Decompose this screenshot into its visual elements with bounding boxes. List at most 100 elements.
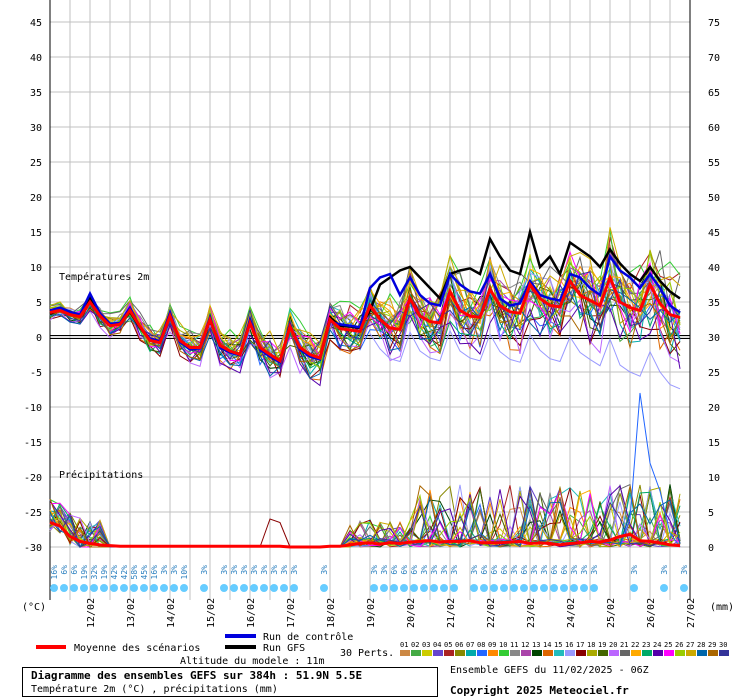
legend-control-label: Run de contrôle xyxy=(263,631,353,643)
x-date-label: 23/02 xyxy=(526,598,537,628)
x-date-label: 14/02 xyxy=(166,598,177,628)
snow-chance-label: 42% xyxy=(110,565,119,580)
pert-number-label: 07 xyxy=(466,641,474,649)
left-tick-label: 5 xyxy=(36,298,42,309)
snowflake-icon xyxy=(400,584,408,592)
snow-chance-label: 6% xyxy=(410,565,419,575)
snow-chance-label: 3% xyxy=(510,565,519,575)
snow-chance-label: 16% xyxy=(50,565,59,580)
snowflake-icon xyxy=(450,584,458,592)
left-tick-label: 35 xyxy=(30,88,42,99)
pert-number-label: 13 xyxy=(532,641,540,649)
legend-perts-label: 30 Perts. xyxy=(340,648,394,659)
snowflake-icon xyxy=(390,584,398,592)
snow-chance-label: 3% xyxy=(160,565,169,575)
x-date-label: 13/02 xyxy=(126,598,137,628)
pert-color-chip xyxy=(422,650,432,656)
pert-number-label: 22 xyxy=(631,641,639,649)
precipitation-member-line xyxy=(619,392,681,548)
left-tick-label: -10 xyxy=(24,403,42,414)
x-date-label: 20/02 xyxy=(406,598,417,628)
pert-number-label: 02 xyxy=(411,641,419,649)
left-tick-label: 25 xyxy=(30,158,42,169)
snowflake-icon xyxy=(250,584,258,592)
snowflake-icon xyxy=(140,584,148,592)
pert-color-chip xyxy=(532,650,542,656)
pert-color-chip xyxy=(488,650,498,656)
snowflake-icon xyxy=(290,584,298,592)
x-date-label: 22/02 xyxy=(486,598,497,628)
pert-color-chip xyxy=(444,650,454,656)
left-tick-label: 30 xyxy=(30,123,42,134)
snowflake-icon xyxy=(90,584,98,592)
temperature-member-line xyxy=(49,280,681,369)
right-tick-label: 60 xyxy=(708,123,720,134)
snow-chance-label: 3% xyxy=(540,565,549,575)
snow-chance-label: 42% xyxy=(120,565,129,580)
right-tick-label: 40 xyxy=(708,263,720,274)
left-tick-label: 0 xyxy=(36,333,42,344)
pert-color-chip xyxy=(719,650,729,656)
snowflake-icon xyxy=(410,584,418,592)
snow-chance-label: 19% xyxy=(80,565,89,580)
pert-color-chip xyxy=(587,650,597,656)
pert-color-chip xyxy=(708,650,718,656)
snow-chance-label: 3% xyxy=(450,565,459,575)
snowflake-icon xyxy=(130,584,138,592)
pert-number-label: 19 xyxy=(598,641,606,649)
x-date-label: 17/02 xyxy=(286,598,297,628)
snow-chance-label: 6% xyxy=(560,565,569,575)
pert-color-chip xyxy=(631,650,641,656)
pert-number-label: 16 xyxy=(565,641,573,649)
snowflake-icon xyxy=(470,584,478,592)
x-date-label: 25/02 xyxy=(606,598,617,628)
temperature-control-line xyxy=(49,253,681,365)
snowflake-icon xyxy=(370,584,378,592)
pert-color-chip xyxy=(598,650,608,656)
pert-number-label: 26 xyxy=(675,641,683,649)
pert-number-label: 27 xyxy=(686,641,694,649)
snow-chance-label: 16% xyxy=(150,565,159,580)
left-tick-label: 45 xyxy=(30,18,42,29)
snowflake-icon xyxy=(480,584,488,592)
pert-color-chip xyxy=(686,650,696,656)
pert-color-chip xyxy=(565,650,575,656)
pert-color-chip xyxy=(521,650,531,656)
left-tick-label: -30 xyxy=(24,543,42,554)
snow-chance-label: 3% xyxy=(630,565,639,575)
temperature-mean-line xyxy=(49,273,681,364)
snowflake-icon xyxy=(100,584,108,592)
snow-chance-label: 10% xyxy=(180,565,189,580)
left-tick-label: -5 xyxy=(30,368,42,379)
pert-number-label: 25 xyxy=(664,641,672,649)
snow-chance-label: 3% xyxy=(440,565,449,575)
pert-number-label: 14 xyxy=(543,641,551,649)
snowflake-icon xyxy=(530,584,538,592)
snowflake-icon xyxy=(380,584,388,592)
pert-number-label: 15 xyxy=(554,641,562,649)
footer-box: Diagramme des ensembles GEFS sur 384h : … xyxy=(22,667,438,697)
pert-number-label: 09 xyxy=(488,641,496,649)
right-tick-label: 55 xyxy=(708,158,720,169)
snow-chance-label: 3% xyxy=(590,565,599,575)
ensemble-date: Ensemble GEFS du 11/02/2025 - 06Z xyxy=(450,665,649,676)
temperature-panel-label: Températures 2m xyxy=(59,271,149,283)
x-date-label: 26/02 xyxy=(646,598,657,628)
right-tick-label: 30 xyxy=(708,333,720,344)
snow-chance-label: 3% xyxy=(230,565,239,575)
pert-color-chip xyxy=(455,650,465,656)
snowflake-icon xyxy=(180,584,188,592)
snow-chance-label: 6% xyxy=(520,565,529,575)
pert-number-label: 18 xyxy=(587,641,595,649)
snowflake-icon xyxy=(230,584,238,592)
right-tick-label: 25 xyxy=(708,368,720,379)
snowflake-icon xyxy=(630,584,638,592)
snowflake-icon xyxy=(240,584,248,592)
snow-chance-label: 3% xyxy=(680,565,689,575)
snow-chance-label: 32% xyxy=(90,565,99,580)
left-tick-label: 10 xyxy=(30,263,42,274)
snowflake-icon xyxy=(590,584,598,592)
pert-color-chip xyxy=(697,650,707,656)
snowflake-icon xyxy=(500,584,508,592)
